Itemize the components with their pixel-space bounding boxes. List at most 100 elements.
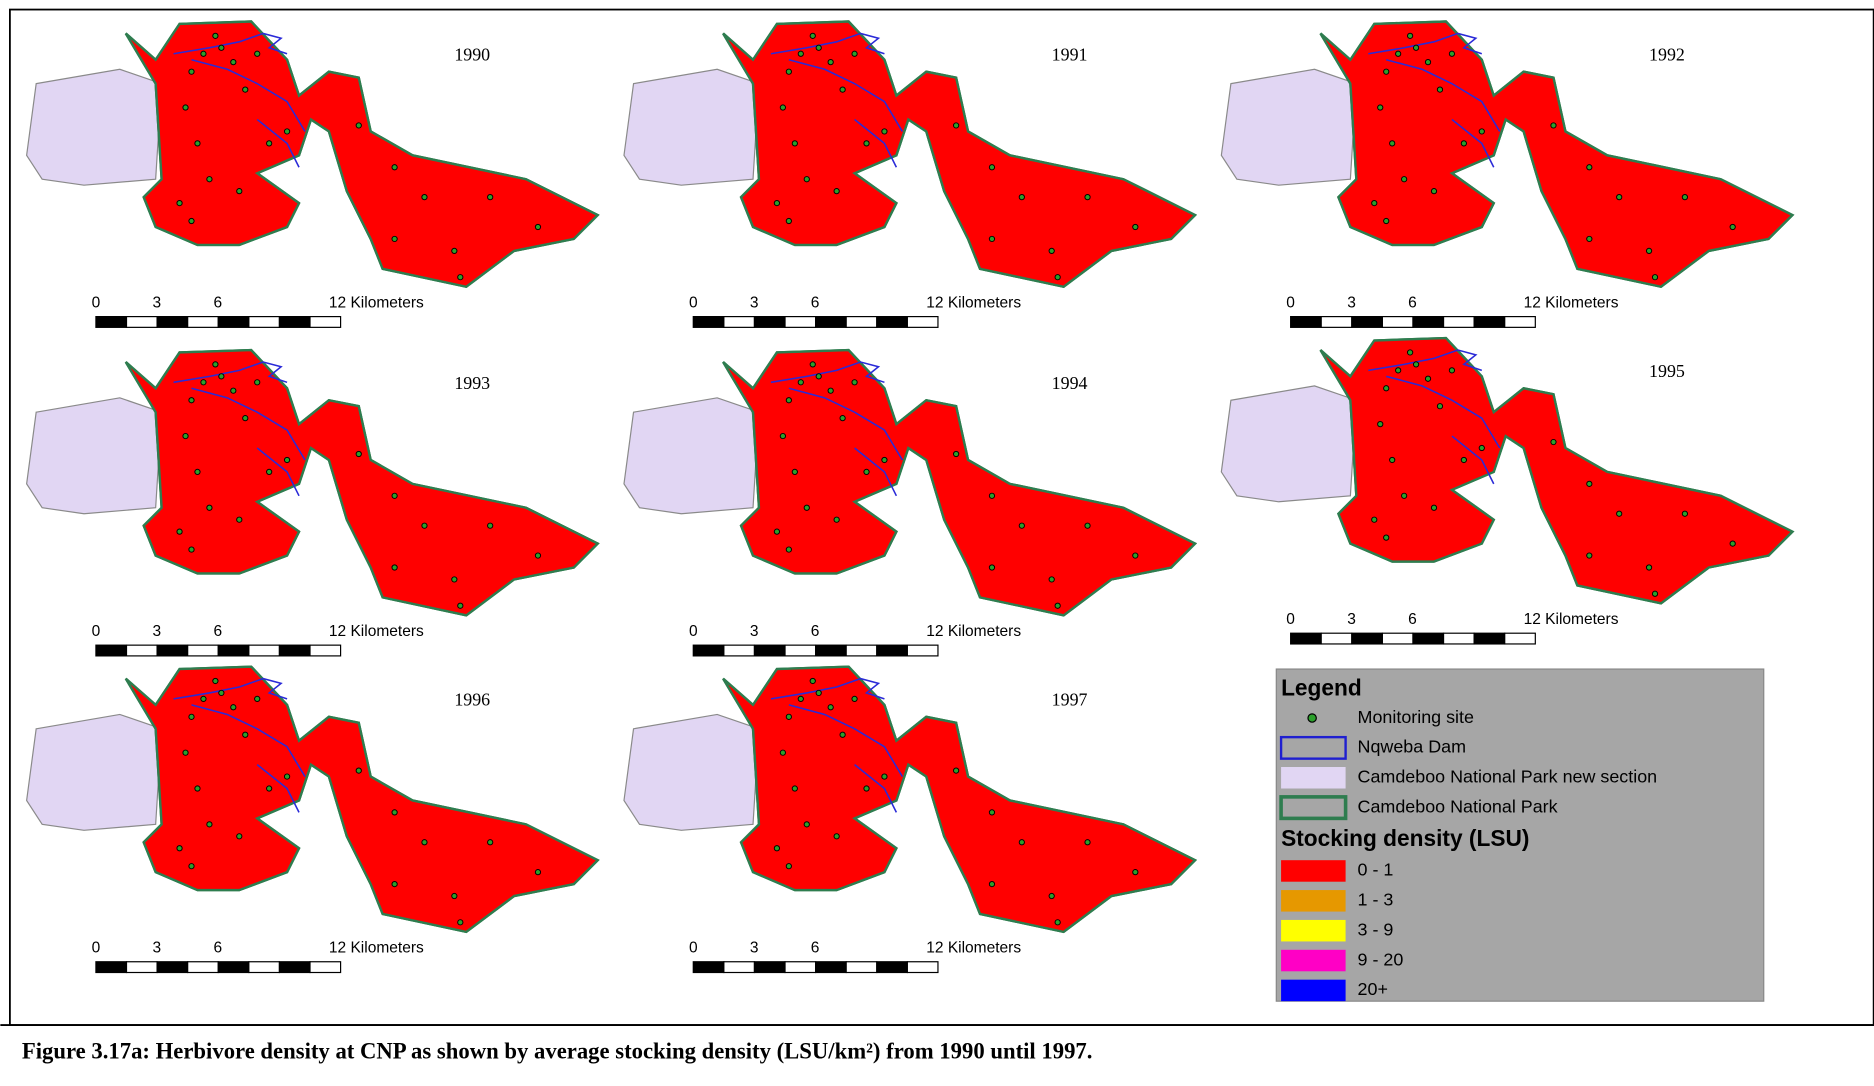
scale-segment xyxy=(1382,317,1413,328)
monitoring-site xyxy=(852,51,857,56)
monitoring-site xyxy=(840,416,845,421)
scale-segment xyxy=(1505,633,1536,644)
monitoring-site xyxy=(1652,275,1657,280)
scale-segment xyxy=(724,962,755,973)
scale-segment xyxy=(785,645,816,656)
monitoring-site xyxy=(1479,445,1484,450)
scale-segment xyxy=(157,317,188,328)
new-section xyxy=(624,714,759,830)
scale-segment xyxy=(816,962,847,973)
monitoring-site xyxy=(1407,350,1412,355)
monitoring-site xyxy=(213,678,218,683)
monitoring-site xyxy=(1431,189,1436,194)
legend-item: Camdeboo National Park xyxy=(1358,796,1558,816)
monitoring-site xyxy=(243,416,248,421)
year-label: 1990 xyxy=(454,44,490,64)
monitoring-site xyxy=(237,517,242,522)
scale-segment xyxy=(127,645,158,656)
scale-segment xyxy=(96,317,127,328)
monitoring-site xyxy=(1019,523,1024,528)
scale-segment xyxy=(127,317,158,328)
scale-label: 0 xyxy=(689,940,698,957)
scale-label: 12 Kilometers xyxy=(926,940,1021,957)
monitoring-site xyxy=(852,696,857,701)
scale-segment xyxy=(1352,317,1383,328)
monitoring-site xyxy=(255,51,260,56)
monitoring-site xyxy=(774,846,779,851)
monitoring-site xyxy=(1384,386,1389,391)
monitoring-site xyxy=(392,493,397,498)
monitoring-site xyxy=(1049,248,1054,253)
scale-segment xyxy=(188,317,219,328)
monitoring-site xyxy=(828,705,833,710)
map-panel: 199403612 Kilometers xyxy=(624,350,1195,656)
monitoring-site xyxy=(1682,511,1687,516)
monitoring-site xyxy=(422,840,427,845)
monitoring-site xyxy=(1390,457,1395,462)
monitoring-site xyxy=(1730,224,1735,229)
scale-label: 3 xyxy=(1347,611,1356,628)
scale-segment xyxy=(907,317,938,328)
monitoring-site xyxy=(267,786,272,791)
monitoring-site xyxy=(1055,603,1060,608)
monitoring-site xyxy=(195,141,200,146)
new-section xyxy=(624,398,759,514)
monitoring-site xyxy=(237,189,242,194)
monitoring-site xyxy=(798,380,803,385)
scale-segment xyxy=(907,962,938,973)
scale-segment xyxy=(157,962,188,973)
scale-label: 6 xyxy=(811,295,820,312)
monitoring-site xyxy=(356,123,361,128)
class-swatch xyxy=(1281,980,1346,1002)
monitoring-site xyxy=(207,177,212,182)
monitoring-site xyxy=(864,469,869,474)
scale-label: 12 Kilometers xyxy=(329,940,424,957)
scale-label: 6 xyxy=(1408,295,1417,312)
monitoring-site xyxy=(535,224,540,229)
year-label: 1992 xyxy=(1649,44,1685,64)
monitoring-site xyxy=(189,714,194,719)
monitoring-site xyxy=(774,200,779,205)
monitoring-site xyxy=(989,565,994,570)
scale-segment xyxy=(1474,633,1505,644)
monitoring-site xyxy=(1587,553,1592,558)
monitoring-site xyxy=(834,834,839,839)
monitoring-site xyxy=(804,177,809,182)
monitoring-site xyxy=(201,696,206,701)
monitoring-site xyxy=(810,362,815,367)
legend-item: Monitoring site xyxy=(1358,707,1474,727)
monitoring-site xyxy=(458,603,463,608)
scale-label: 3 xyxy=(153,295,162,312)
monitoring-site xyxy=(953,123,958,128)
scale-label: 0 xyxy=(92,623,101,640)
scale-segment xyxy=(816,645,847,656)
scale-segment xyxy=(279,962,310,973)
monitoring-site xyxy=(989,881,994,886)
scale-label: 12 Kilometers xyxy=(926,623,1021,640)
new-section xyxy=(27,398,162,514)
scale-label: 12 Kilometers xyxy=(1524,611,1619,628)
new-section-symbol xyxy=(1281,767,1346,789)
monitoring-site xyxy=(452,248,457,253)
monitoring-site xyxy=(1587,236,1592,241)
legend: Legend Stocking density (LSU) Monitoring… xyxy=(1276,669,1763,1001)
monitoring-site xyxy=(488,840,493,845)
monitoring-site xyxy=(1413,45,1418,50)
scale-label: 3 xyxy=(750,623,759,640)
scale-label: 0 xyxy=(689,295,698,312)
class-label: 1 - 3 xyxy=(1358,890,1394,910)
monitoring-site xyxy=(1384,535,1389,540)
figure: Figure 3.17a: Herbivore density at CNP a… xyxy=(0,0,1874,1086)
monitoring-site xyxy=(201,51,206,56)
scale-segment xyxy=(1413,317,1444,328)
monitoring-site xyxy=(780,105,785,110)
new-section xyxy=(1221,386,1356,502)
monitoring-site xyxy=(207,822,212,827)
monitoring-site xyxy=(284,457,289,462)
monitoring-site xyxy=(422,195,427,200)
monitoring-site xyxy=(1449,51,1454,56)
scale-label: 6 xyxy=(213,623,222,640)
scale-segment xyxy=(724,317,755,328)
monitoring-site xyxy=(1378,421,1383,426)
